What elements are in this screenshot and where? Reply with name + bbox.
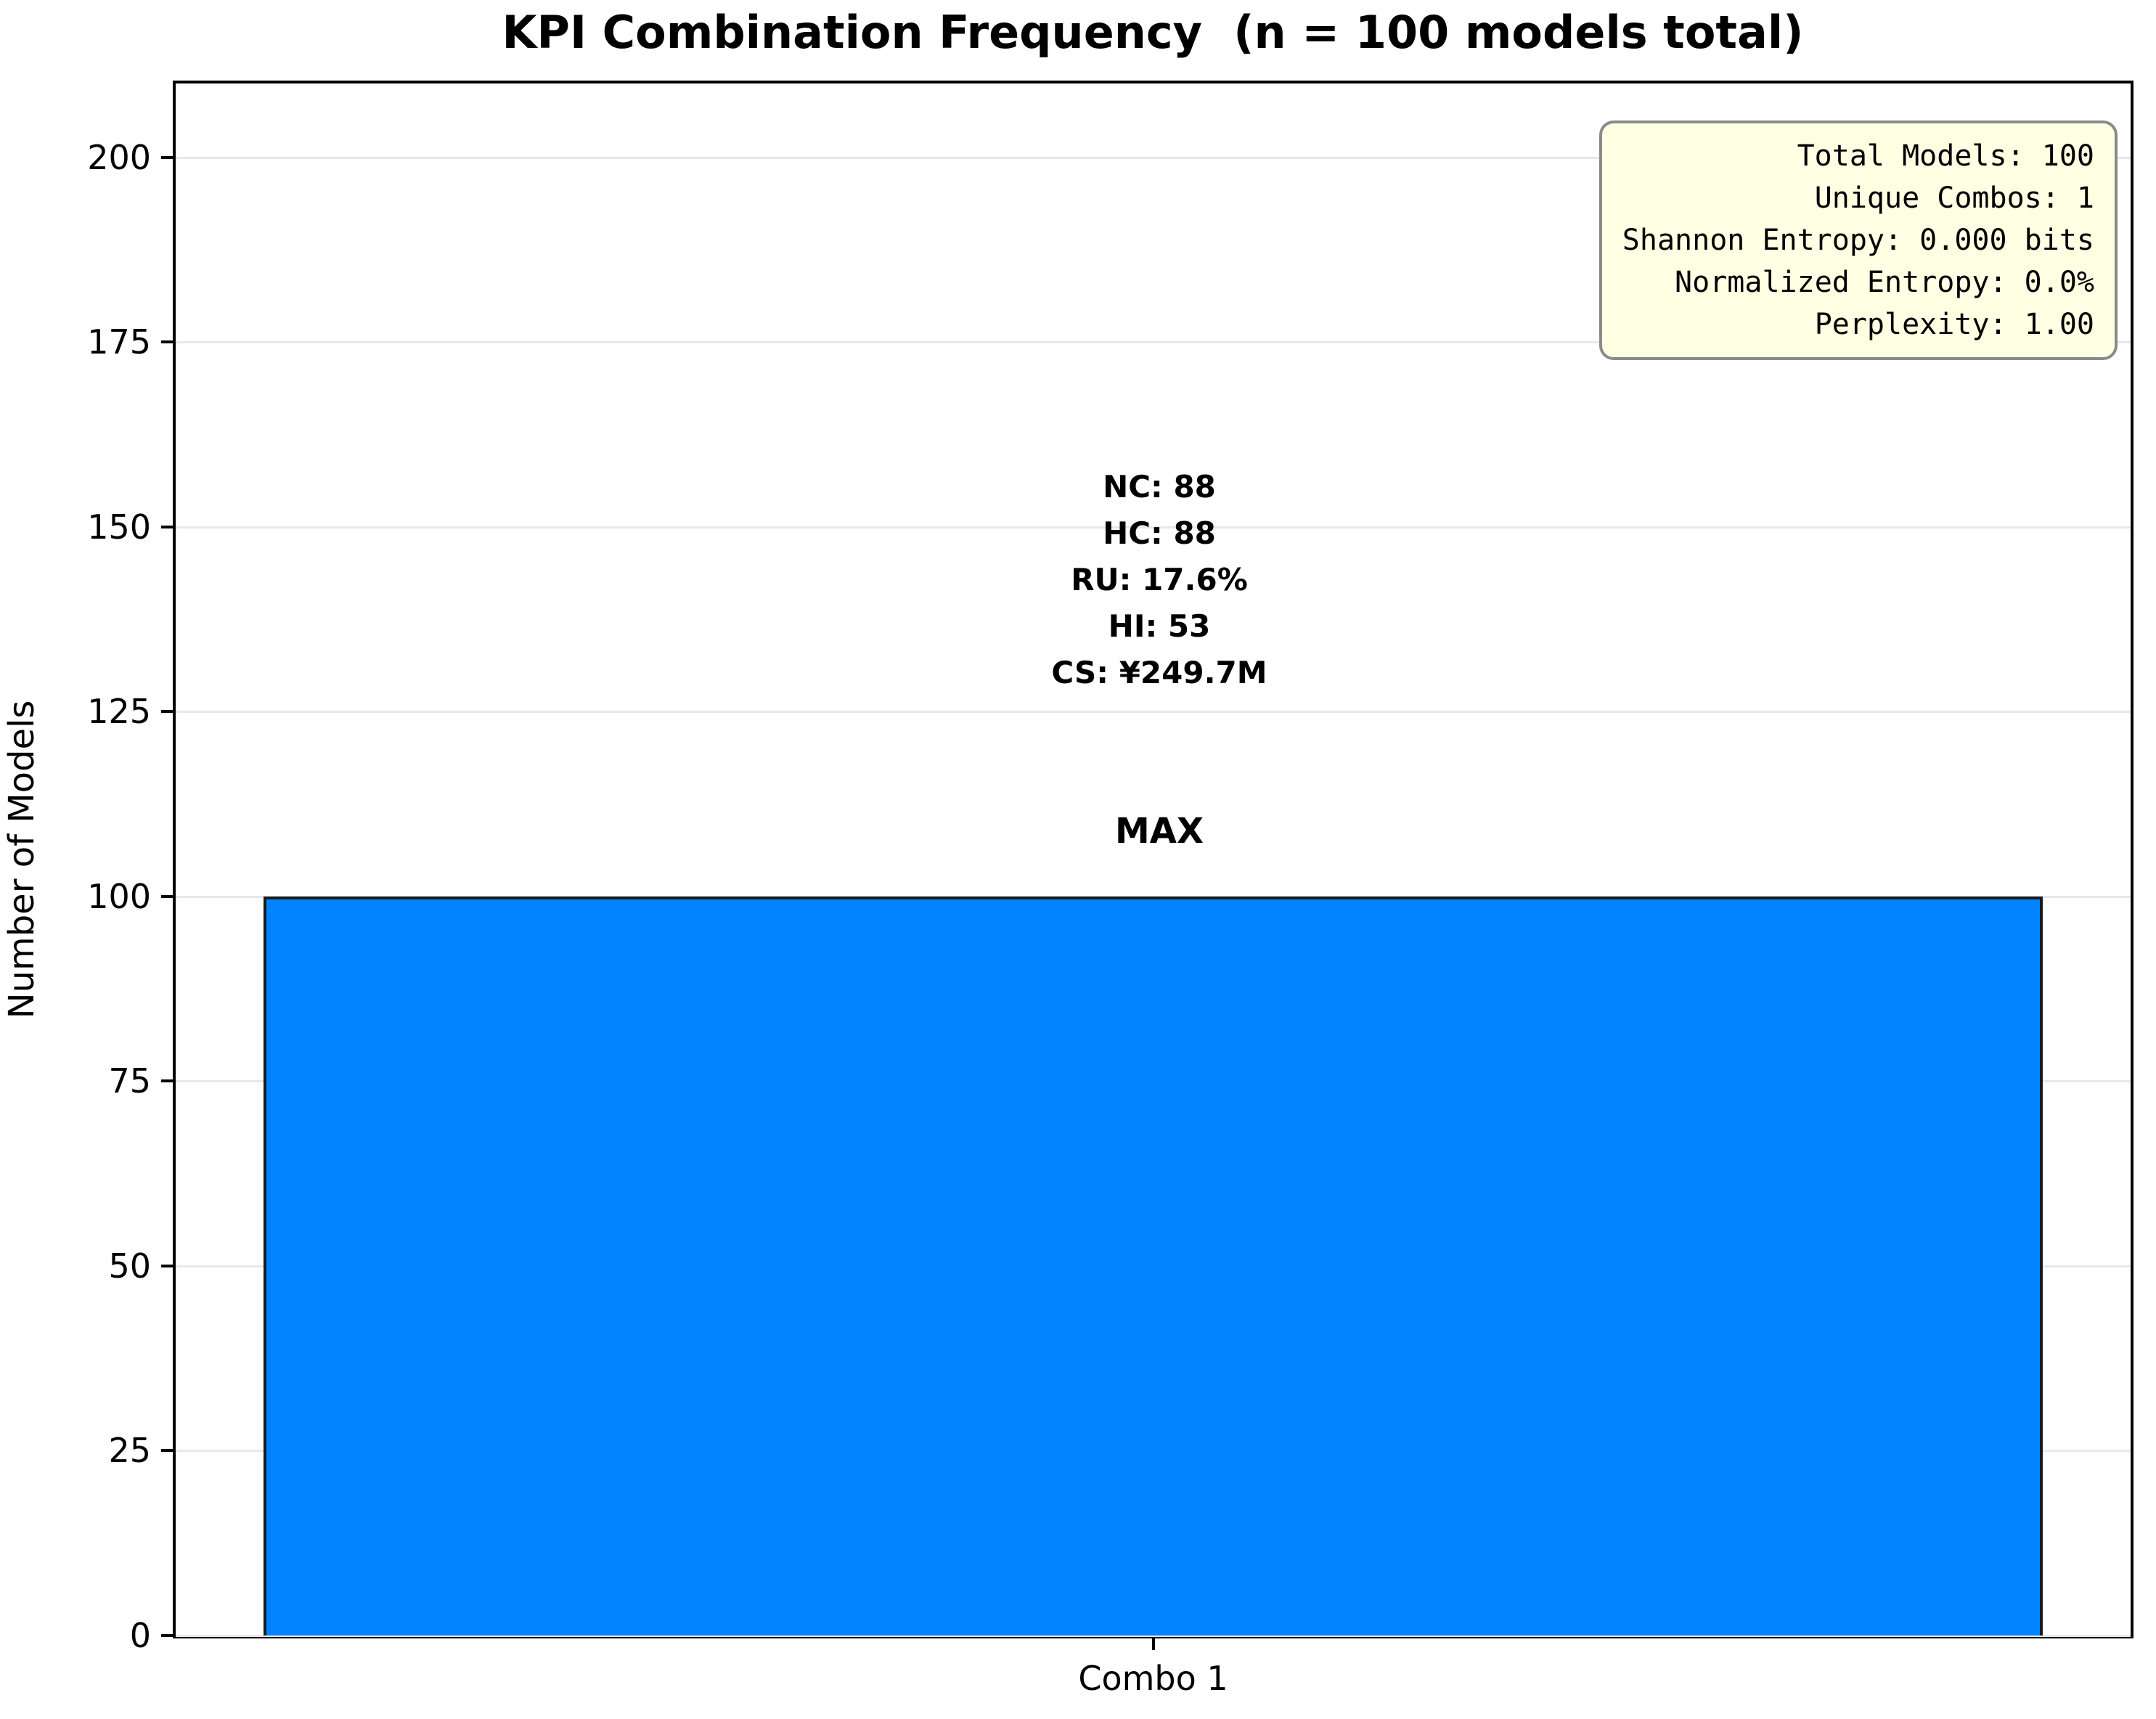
y-tick-mark-150 [161,525,173,528]
y-tick-mark-75 [161,1079,173,1083]
bar-combo-1 [264,896,2043,1636]
y-tick-label-75: 75 [108,1061,151,1101]
bar-annotation-line: RU: 17.6% [1071,562,1248,597]
peak-max-label: MAX [1115,811,1204,852]
stats-box-line: Normalized Entropy: 0.0% [1675,266,2094,299]
stats-box-line: Unique Combos: 1 [1814,181,2094,215]
y-tick-label-50: 50 [108,1246,151,1286]
bar-kpi-annotation: NC: 88 HC: 88 RU: 17.6% HI: 53 CS: ¥249.7M [1051,464,1267,696]
y-tick-mark-100 [161,894,173,898]
y-tick-mark-125 [161,710,173,714]
y-tick-mark-0 [161,1634,173,1637]
y-tick-label-25: 25 [108,1431,151,1471]
x-tick-label-1: Combo 1 [1078,1659,1228,1698]
y-axis-title: Number of Models [1,700,42,1019]
bar-annotation-line: CS: ¥249.7M [1051,655,1267,690]
y-tick-label-100: 100 [87,876,151,916]
x-tick-mark-1 [1151,1638,1155,1650]
gridline-y-200 [176,156,2131,159]
y-tick-label-200: 200 [87,137,151,177]
stats-summary-box: Total Models: 100 Unique Combos: 1 Shannon… [1598,121,2118,360]
y-tick-label-125: 125 [87,692,151,732]
gridline-y-125 [176,711,2131,714]
stats-box-line: Shannon Entropy: 0.000 bits [1622,224,2094,257]
bar-annotation-line: NC: 88 [1103,469,1216,505]
gridline-y-175 [176,341,2131,344]
y-tick-mark-175 [161,340,173,344]
stats-box-line: Perplexity: 1.00 [1814,308,2094,341]
gridline-y-0 [176,1635,2131,1637]
gridline-y-150 [176,526,2131,528]
stats-box-line: Total Models: 100 [1797,139,2094,173]
y-tick-mark-25 [161,1449,173,1453]
y-tick-label-0: 0 [129,1616,151,1655]
y-tick-label-150: 150 [87,507,151,547]
bar-annotation-line: HC: 88 [1103,515,1216,551]
chart-title: KPI Combination Frequency (n = 100 model… [502,6,1804,59]
y-tick-label-175: 175 [87,322,151,362]
plot-area: NC: 88 HC: 88 RU: 17.6% HI: 53 CS: ¥249.7M M… [173,81,2133,1638]
y-tick-mark-50 [161,1264,173,1267]
y-tick-mark-200 [161,155,173,159]
bar-annotation-line: HI: 53 [1108,608,1211,644]
